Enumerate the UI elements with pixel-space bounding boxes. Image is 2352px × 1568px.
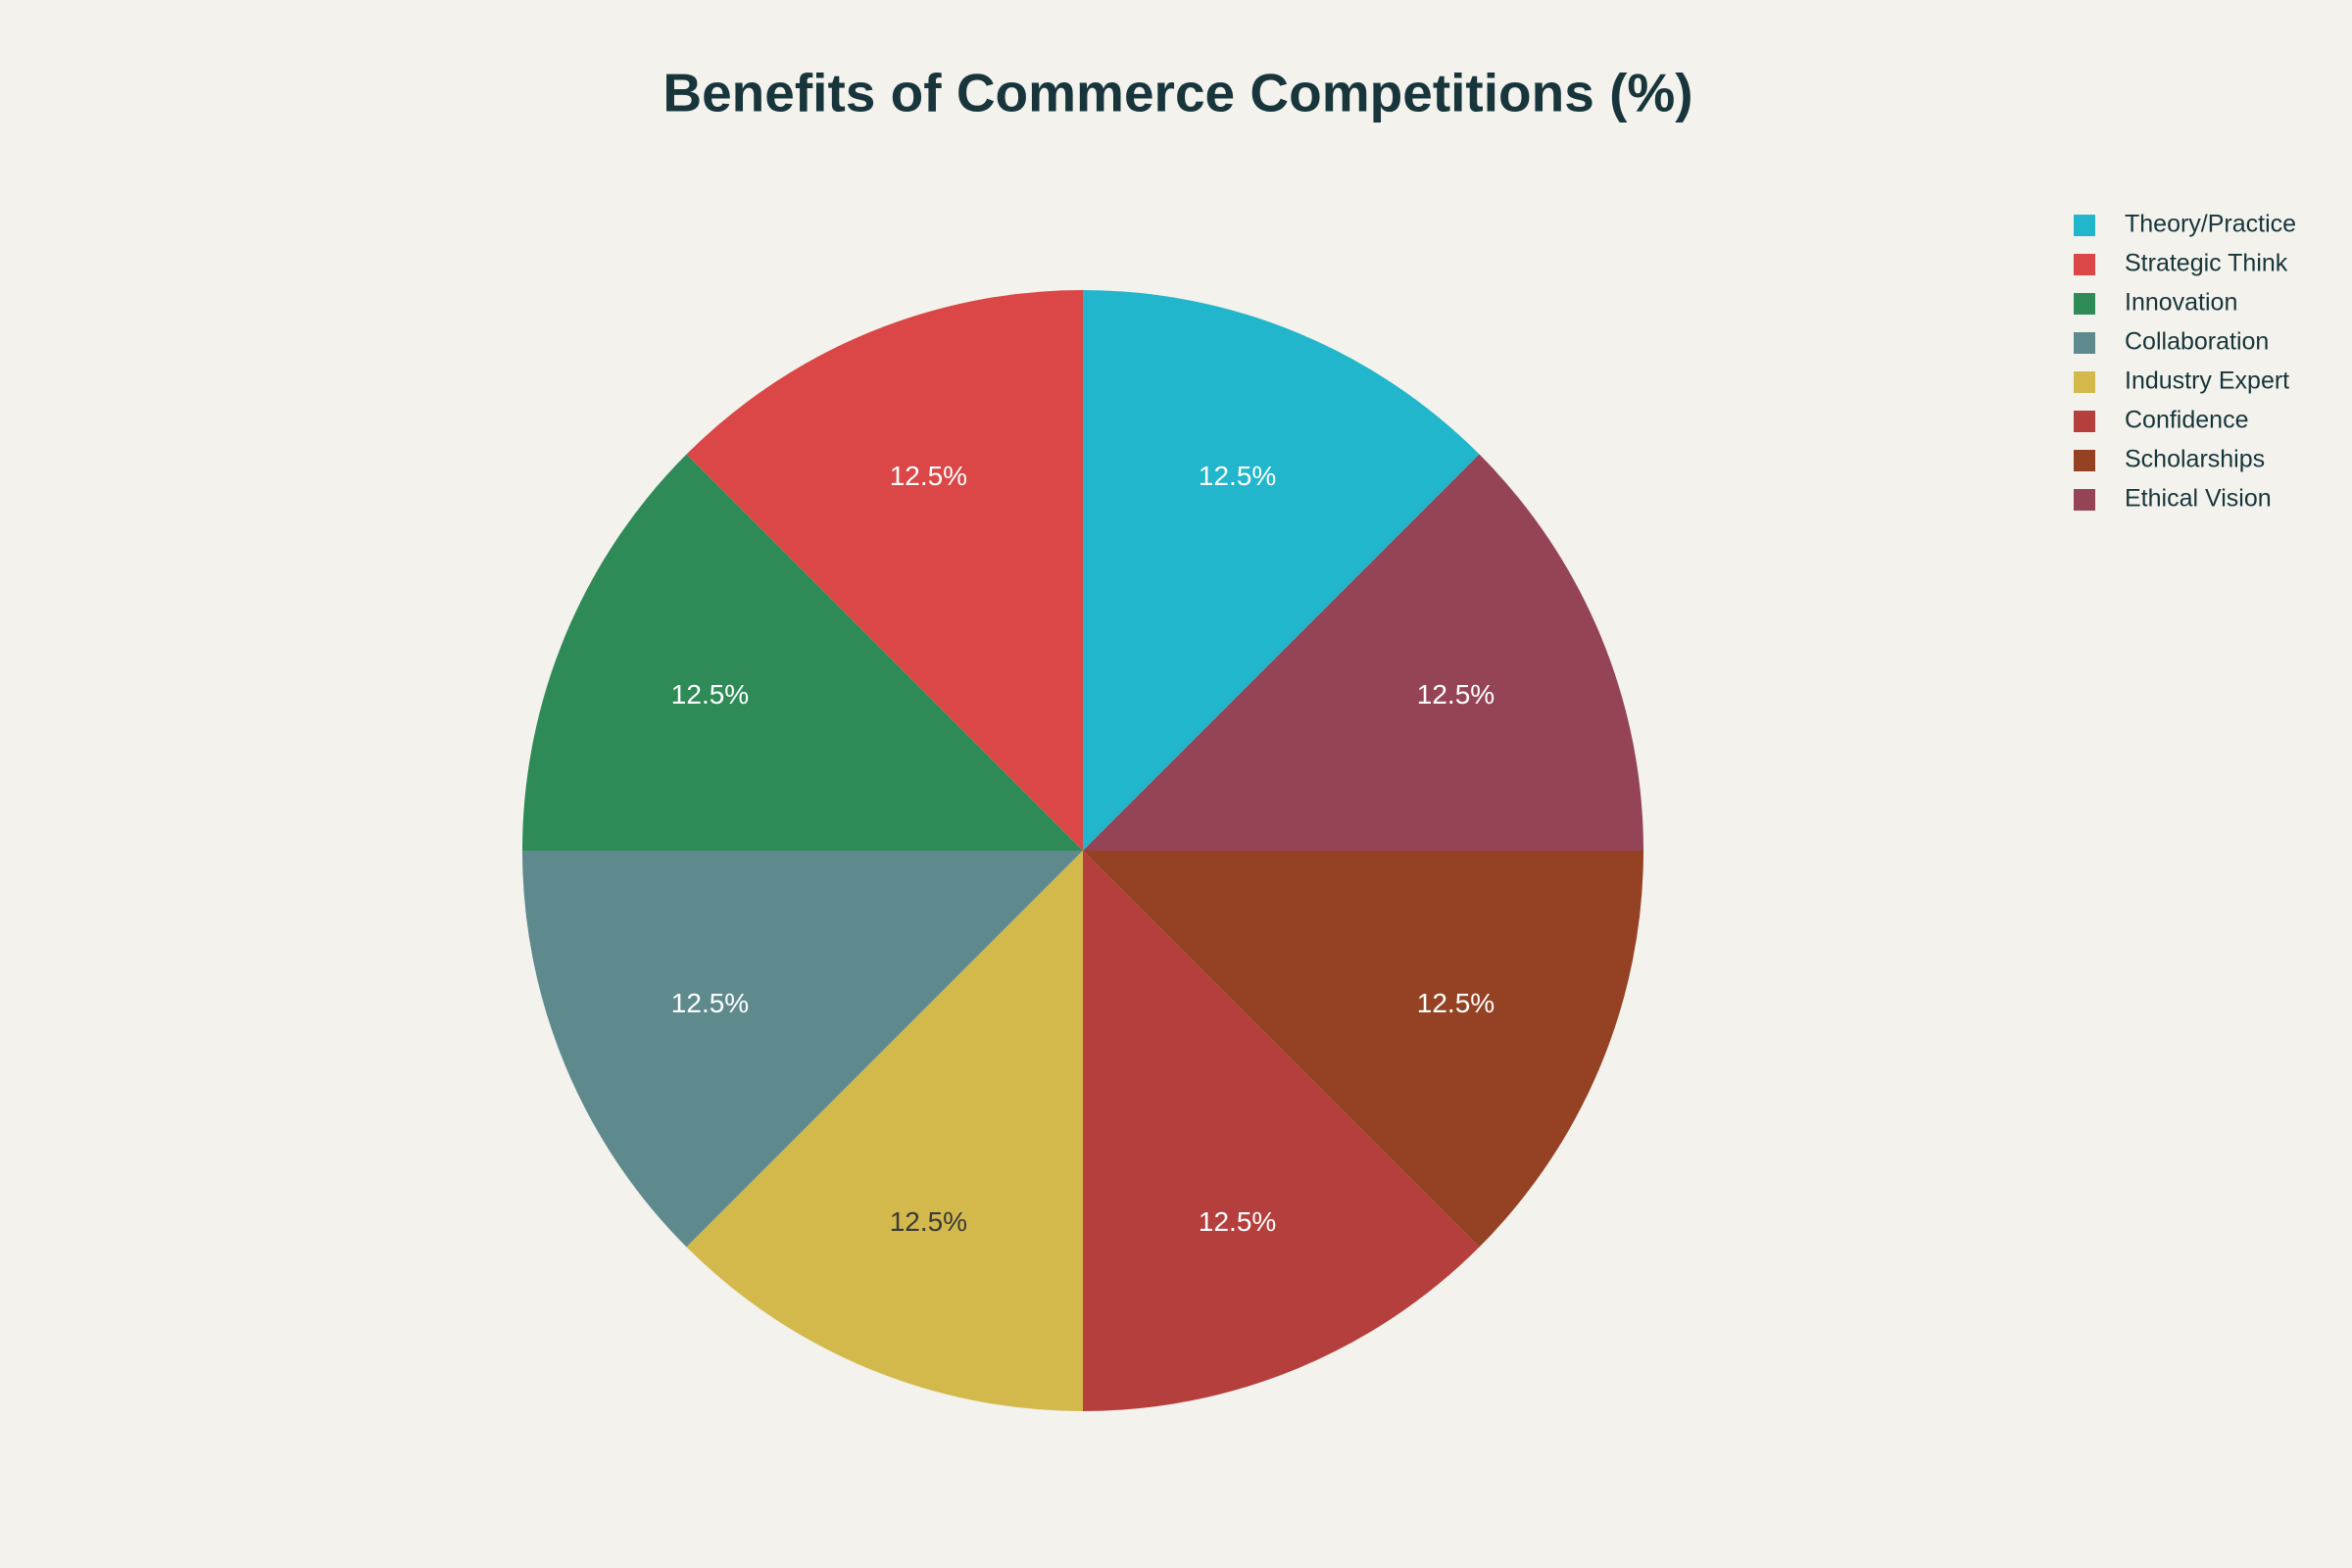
- slice-label: 12.5%: [1417, 988, 1494, 1018]
- legend-label: Theory/Practice: [2125, 211, 2296, 238]
- legend-swatch: [2074, 411, 2095, 432]
- pie-slice: [522, 851, 1083, 1248]
- legend-label: Strategic Think: [2125, 250, 2288, 277]
- slice-label: 12.5%: [890, 461, 967, 491]
- legend-label: Confidence: [2125, 407, 2248, 434]
- legend-swatch: [2074, 215, 2095, 236]
- pie-slice: [1083, 851, 1480, 1411]
- legend-swatch: [2074, 332, 2095, 354]
- slice-label: 12.5%: [1417, 679, 1494, 710]
- legend-swatch: [2074, 293, 2095, 315]
- legend-label: Collaboration: [2125, 328, 2269, 356]
- slice-label: 12.5%: [1199, 1206, 1276, 1237]
- pie-slice: [686, 290, 1083, 851]
- legend-label: Industry Expert: [2125, 368, 2289, 395]
- pie-slice: [522, 454, 1083, 851]
- legend-label: Innovation: [2125, 289, 2237, 317]
- legend-label: Ethical Vision: [2125, 485, 2272, 513]
- slice-label: 12.5%: [671, 679, 749, 710]
- legend-swatch: [2074, 489, 2095, 511]
- pie-slice: [1083, 290, 1480, 851]
- legend-label: Scholarships: [2125, 446, 2265, 473]
- legend-swatch: [2074, 450, 2095, 471]
- pie-slice: [686, 851, 1083, 1411]
- legend-swatch: [2074, 254, 2095, 275]
- slice-label: 12.5%: [671, 988, 749, 1018]
- pie-slice: [1083, 851, 1643, 1248]
- pie-slice: [1083, 454, 1643, 851]
- slice-label: 12.5%: [1199, 461, 1276, 491]
- chart-title: Benefits of Commerce Competitions (%): [662, 63, 1692, 123]
- legend-swatch: [2074, 371, 2095, 393]
- slice-label: 12.5%: [890, 1206, 967, 1237]
